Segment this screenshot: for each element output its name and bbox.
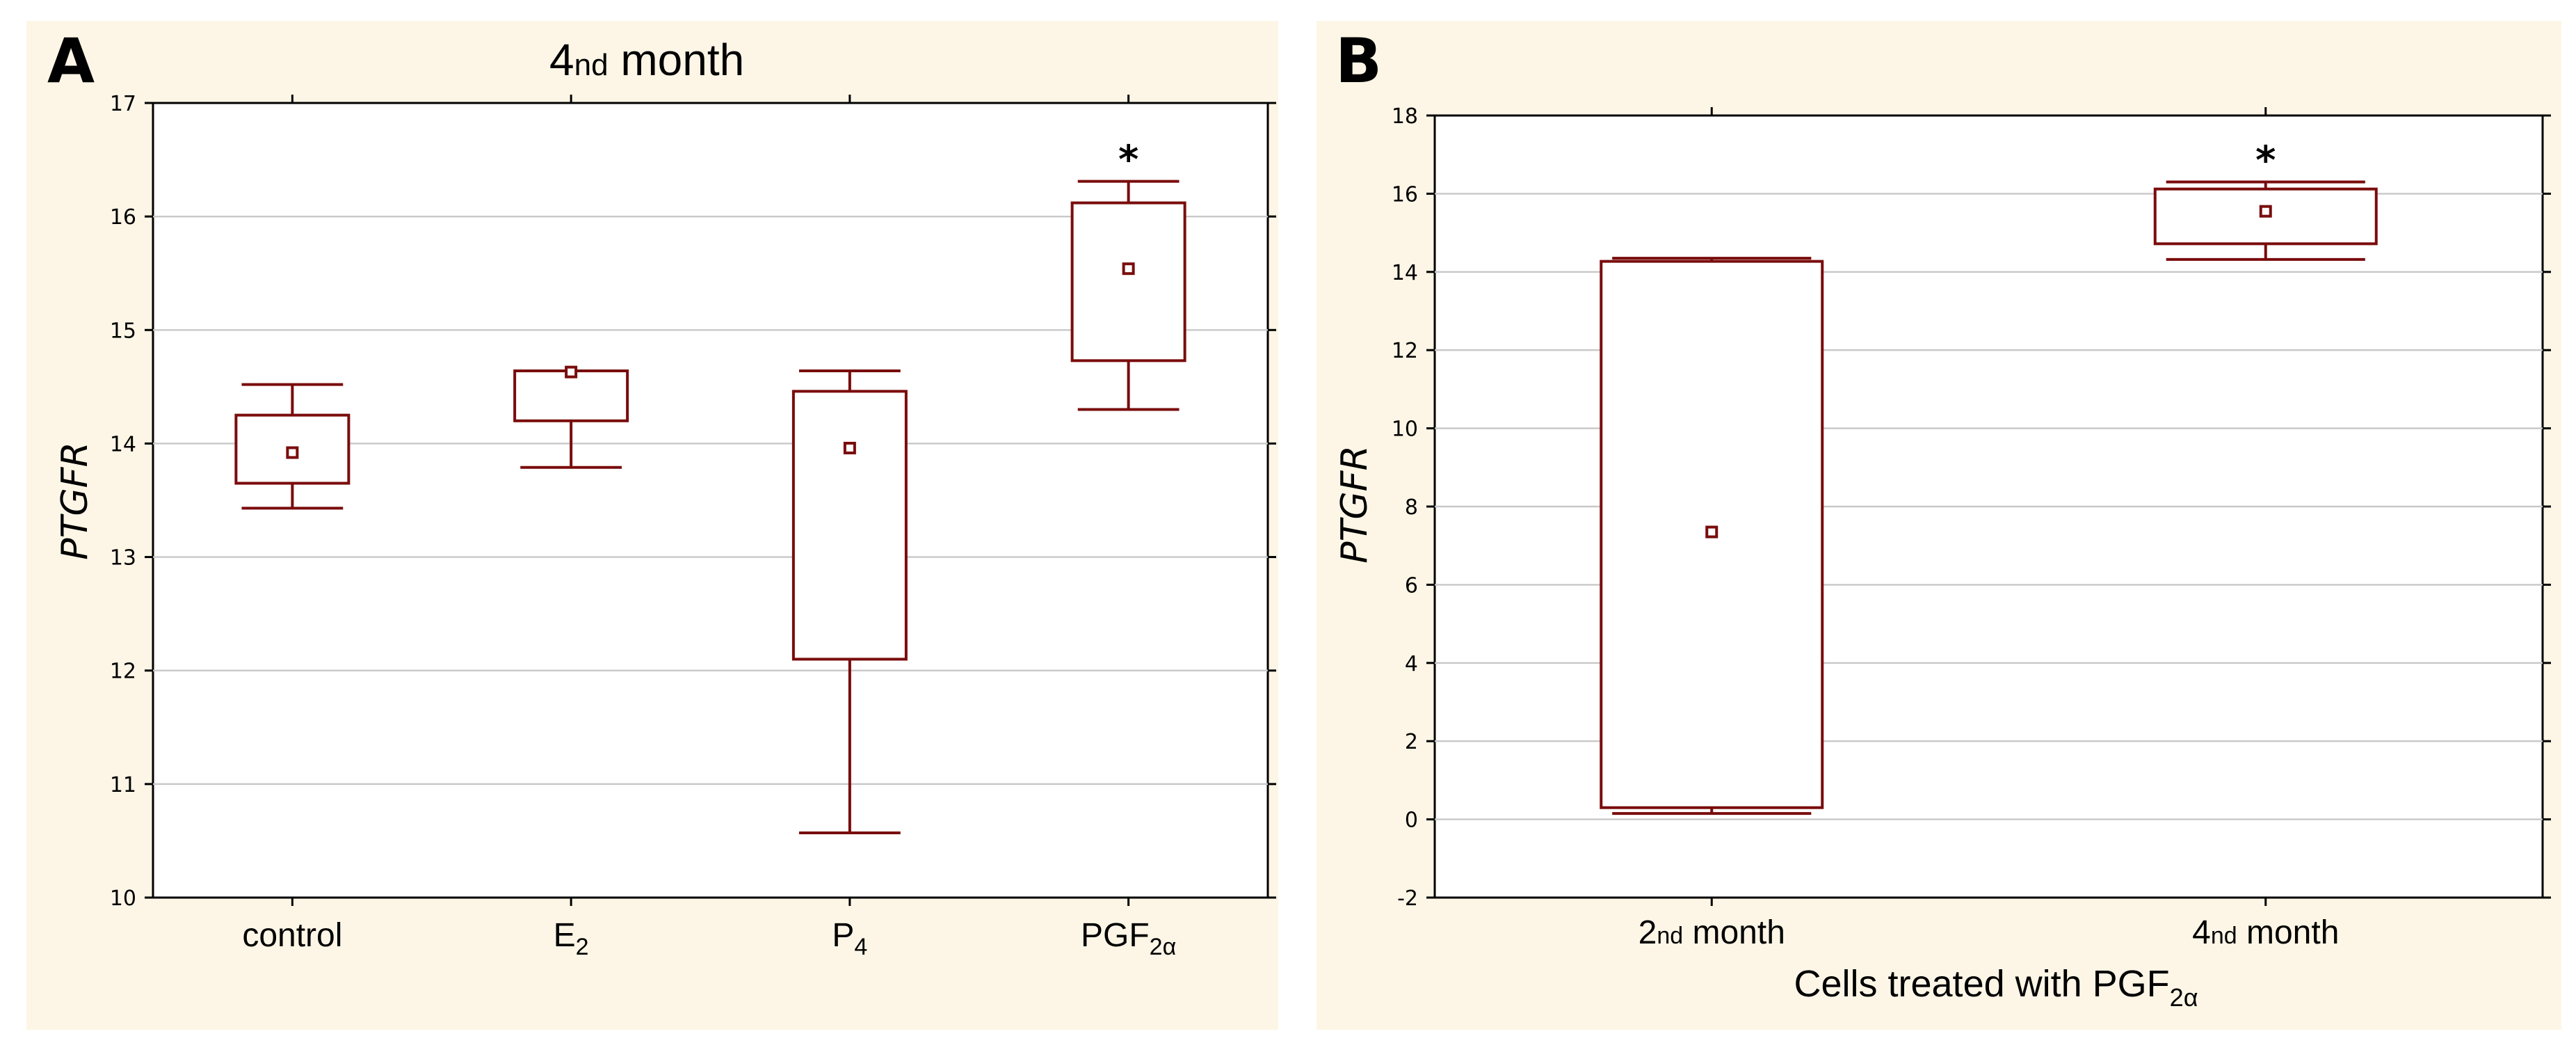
panel-a-letter: A xyxy=(47,25,95,97)
y-tick-label: 16 xyxy=(1392,182,1418,207)
y-tick-label: 8 xyxy=(1405,495,1418,520)
panel-a-y-ticks: 10 11 12 13 14 15 16 17 xyxy=(110,92,1276,911)
box-body xyxy=(791,390,908,661)
y-tick-label: 18 xyxy=(1392,104,1418,129)
center-marker xyxy=(286,446,299,459)
box-plot-item xyxy=(513,365,629,469)
y-tick-label: 15 xyxy=(110,319,136,343)
y-tick-label: 6 xyxy=(1405,573,1418,598)
y-tick-label: 4 xyxy=(1405,652,1418,676)
y-tick-label: 14 xyxy=(1392,261,1418,285)
box-body xyxy=(1070,201,1186,363)
y-tick-label: 0 xyxy=(1405,809,1418,833)
panel-a-plot: 10 11 12 13 14 15 16 17 * control E2 P4 PGF2α xyxy=(110,92,1276,960)
panel-a-categories: control E2 P4 PGF2α xyxy=(242,917,1176,960)
panel-a-boxes: * xyxy=(234,138,1186,835)
panel-b-letter: B xyxy=(1335,25,1382,97)
x-category-label: 4nd month xyxy=(2192,914,2339,951)
y-tick-label: 10 xyxy=(110,886,136,911)
box-body xyxy=(513,369,629,422)
y-tick-label: -2 xyxy=(1397,886,1418,911)
center-marker xyxy=(565,365,578,379)
x-category-label: 2nd month xyxy=(1639,914,1785,951)
panel-b-y-ticks: -2 0 2 4 6 8 10 12 14 16 18 xyxy=(1392,104,2551,911)
significance-marker: * xyxy=(2255,138,2276,184)
center-marker xyxy=(2259,205,2272,218)
panel-b-y-axis-label: PTGFR xyxy=(1334,445,1376,563)
box-plot-item xyxy=(791,369,908,835)
box-plot-item: * xyxy=(1070,138,1186,411)
y-tick-label: 12 xyxy=(110,660,136,684)
y-tick-label: 10 xyxy=(1392,417,1418,442)
significance-marker: * xyxy=(1118,138,1138,183)
box-plot-item xyxy=(234,383,351,510)
x-category-label: PGF2α xyxy=(1081,917,1176,960)
y-tick-label: 11 xyxy=(110,773,136,797)
y-tick-label: 17 xyxy=(110,92,136,116)
box-body xyxy=(234,413,351,485)
y-tick-label: 14 xyxy=(110,432,136,456)
panel-b-x-axis-label: Cells treated with PGF2α xyxy=(1794,963,2198,1012)
y-tick-label: 13 xyxy=(110,546,136,571)
panel-a-title: 4nd month xyxy=(549,35,744,85)
y-tick-label: 16 xyxy=(110,205,136,230)
x-category-label: P4 xyxy=(832,917,867,960)
box-plot-item xyxy=(1600,257,1824,815)
panel-b-boxes: * xyxy=(1600,138,2378,815)
y-tick-label: 12 xyxy=(1392,339,1418,363)
center-marker xyxy=(1705,525,1718,539)
panel-b-plot: -2 0 2 4 6 8 10 12 14 16 18 * 2nd month 4nd month xyxy=(1392,104,2551,951)
panel-b-categories: 2nd month 4nd month xyxy=(1639,914,2340,951)
center-marker xyxy=(1122,262,1135,276)
y-tick-label: 2 xyxy=(1405,730,1418,754)
panel-a-y-axis-label: PTGFR xyxy=(54,442,96,559)
box-plot-item: * xyxy=(2153,138,2378,261)
x-category-label: control xyxy=(242,917,342,954)
x-category-label: E2 xyxy=(554,917,589,960)
center-marker xyxy=(843,441,856,454)
